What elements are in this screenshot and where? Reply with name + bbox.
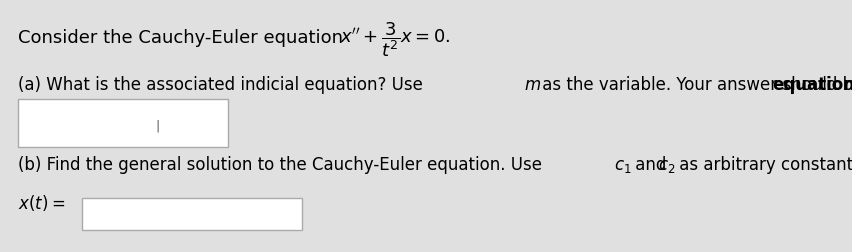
Text: Consider the Cauchy-Euler equation: Consider the Cauchy-Euler equation: [18, 29, 348, 47]
Text: |: |: [155, 118, 159, 132]
Text: as the variable. Your answer should be an: as the variable. Your answer should be a…: [537, 76, 852, 94]
Text: $m$: $m$: [523, 76, 540, 94]
Text: $x(t) =$: $x(t) =$: [18, 192, 65, 212]
FancyBboxPatch shape: [18, 100, 227, 147]
Text: and: and: [630, 155, 671, 173]
Text: $x'' + \dfrac{3}{t^2}x = 0.$: $x'' + \dfrac{3}{t^2}x = 0.$: [340, 20, 450, 59]
FancyBboxPatch shape: [82, 198, 302, 230]
Text: equation.: equation.: [771, 76, 852, 94]
Text: as arbitrary constants.: as arbitrary constants.: [673, 155, 852, 173]
Text: (b) Find the general solution to the Cauchy-Euler equation. Use: (b) Find the general solution to the Cau…: [18, 155, 547, 173]
Text: (a) What is the associated indicial equation? Use: (a) What is the associated indicial equa…: [18, 76, 428, 94]
Text: $c_1$: $c_1$: [613, 156, 630, 174]
Text: $c_2$: $c_2$: [657, 156, 675, 174]
